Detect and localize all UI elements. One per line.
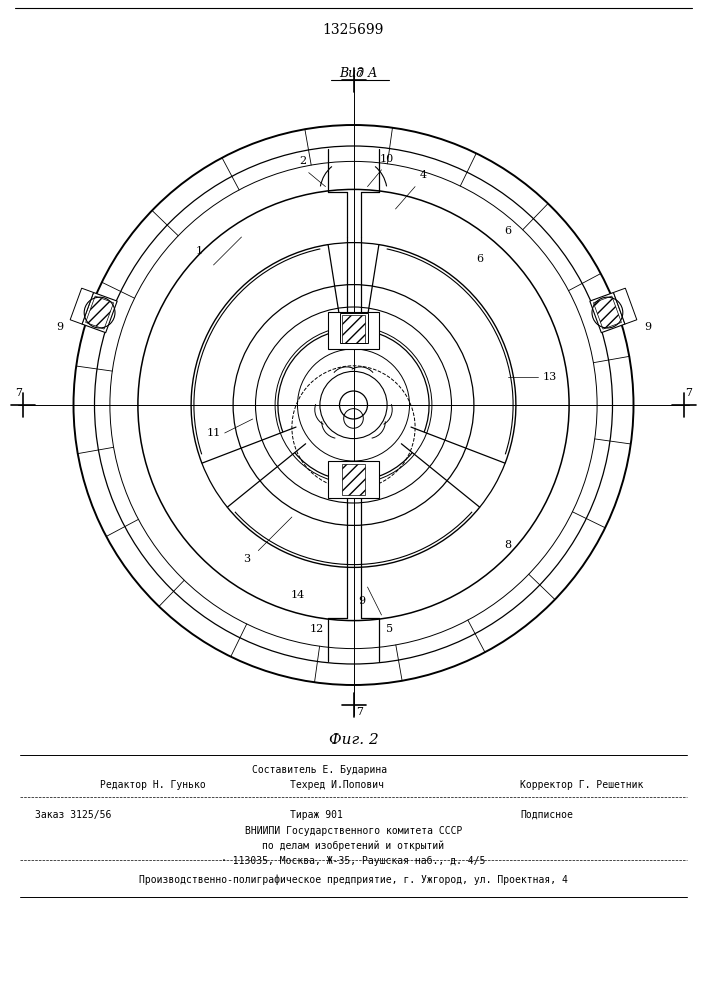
Text: 6: 6 <box>504 226 511 236</box>
Text: Составитель Е. Бударина: Составитель Е. Бударина <box>252 765 387 775</box>
Text: 9: 9 <box>644 322 651 332</box>
Text: 1325699: 1325699 <box>323 23 384 37</box>
Text: 4: 4 <box>420 170 427 180</box>
Text: 14: 14 <box>291 590 305 600</box>
Text: Фиг. 2: Фиг. 2 <box>329 733 378 747</box>
Text: 7: 7 <box>15 388 22 398</box>
Text: 7: 7 <box>356 68 363 78</box>
Text: Вид А: Вид А <box>339 67 378 80</box>
Bar <box>590 292 625 333</box>
Text: Техред И.Попович: Техред И.Попович <box>290 780 384 790</box>
Bar <box>614 288 637 324</box>
Text: 12: 12 <box>310 624 325 634</box>
Bar <box>82 292 117 333</box>
Text: Тираж 901: Тираж 901 <box>290 810 343 820</box>
Bar <box>593 296 621 329</box>
Bar <box>342 315 365 343</box>
Text: 5: 5 <box>386 624 394 634</box>
Bar <box>328 461 379 498</box>
Text: 6: 6 <box>476 254 483 264</box>
Text: 9: 9 <box>56 322 63 332</box>
Text: Редактор Н. Гунько: Редактор Н. Гунько <box>100 780 206 790</box>
Bar <box>70 288 93 324</box>
Text: по делам изобретений и открытий: по делам изобретений и открытий <box>262 841 445 851</box>
Text: Производственно-полиграфическое предприятие, г. Ужгород, ул. Проектная, 4: Производственно-полиграфическое предприя… <box>139 875 568 885</box>
Text: 7: 7 <box>356 707 363 717</box>
Text: 2: 2 <box>300 156 307 166</box>
Text: Корректор Г. Решетник: Корректор Г. Решетник <box>520 780 643 790</box>
Text: 11: 11 <box>206 428 221 438</box>
Bar <box>86 296 114 329</box>
Text: 7: 7 <box>685 388 692 398</box>
Text: Заказ 3125/56: Заказ 3125/56 <box>35 810 112 820</box>
Text: Подписное: Подписное <box>520 810 573 820</box>
Text: 8: 8 <box>504 540 511 550</box>
Text: 10: 10 <box>380 154 395 164</box>
Bar <box>328 312 379 349</box>
Bar <box>342 464 365 495</box>
Text: 9: 9 <box>358 596 366 606</box>
Text: 13: 13 <box>542 372 556 382</box>
Text: ВНИИПИ Государственного комитета СССР: ВНИИПИ Государственного комитета СССР <box>245 826 462 836</box>
Text: 1: 1 <box>196 246 203 256</box>
Text: 3: 3 <box>243 554 251 564</box>
Bar <box>339 313 368 343</box>
Text: · 113035, Москва, Ж-35, Раушская наб., д. 4/5: · 113035, Москва, Ж-35, Раушская наб., д… <box>221 856 486 866</box>
